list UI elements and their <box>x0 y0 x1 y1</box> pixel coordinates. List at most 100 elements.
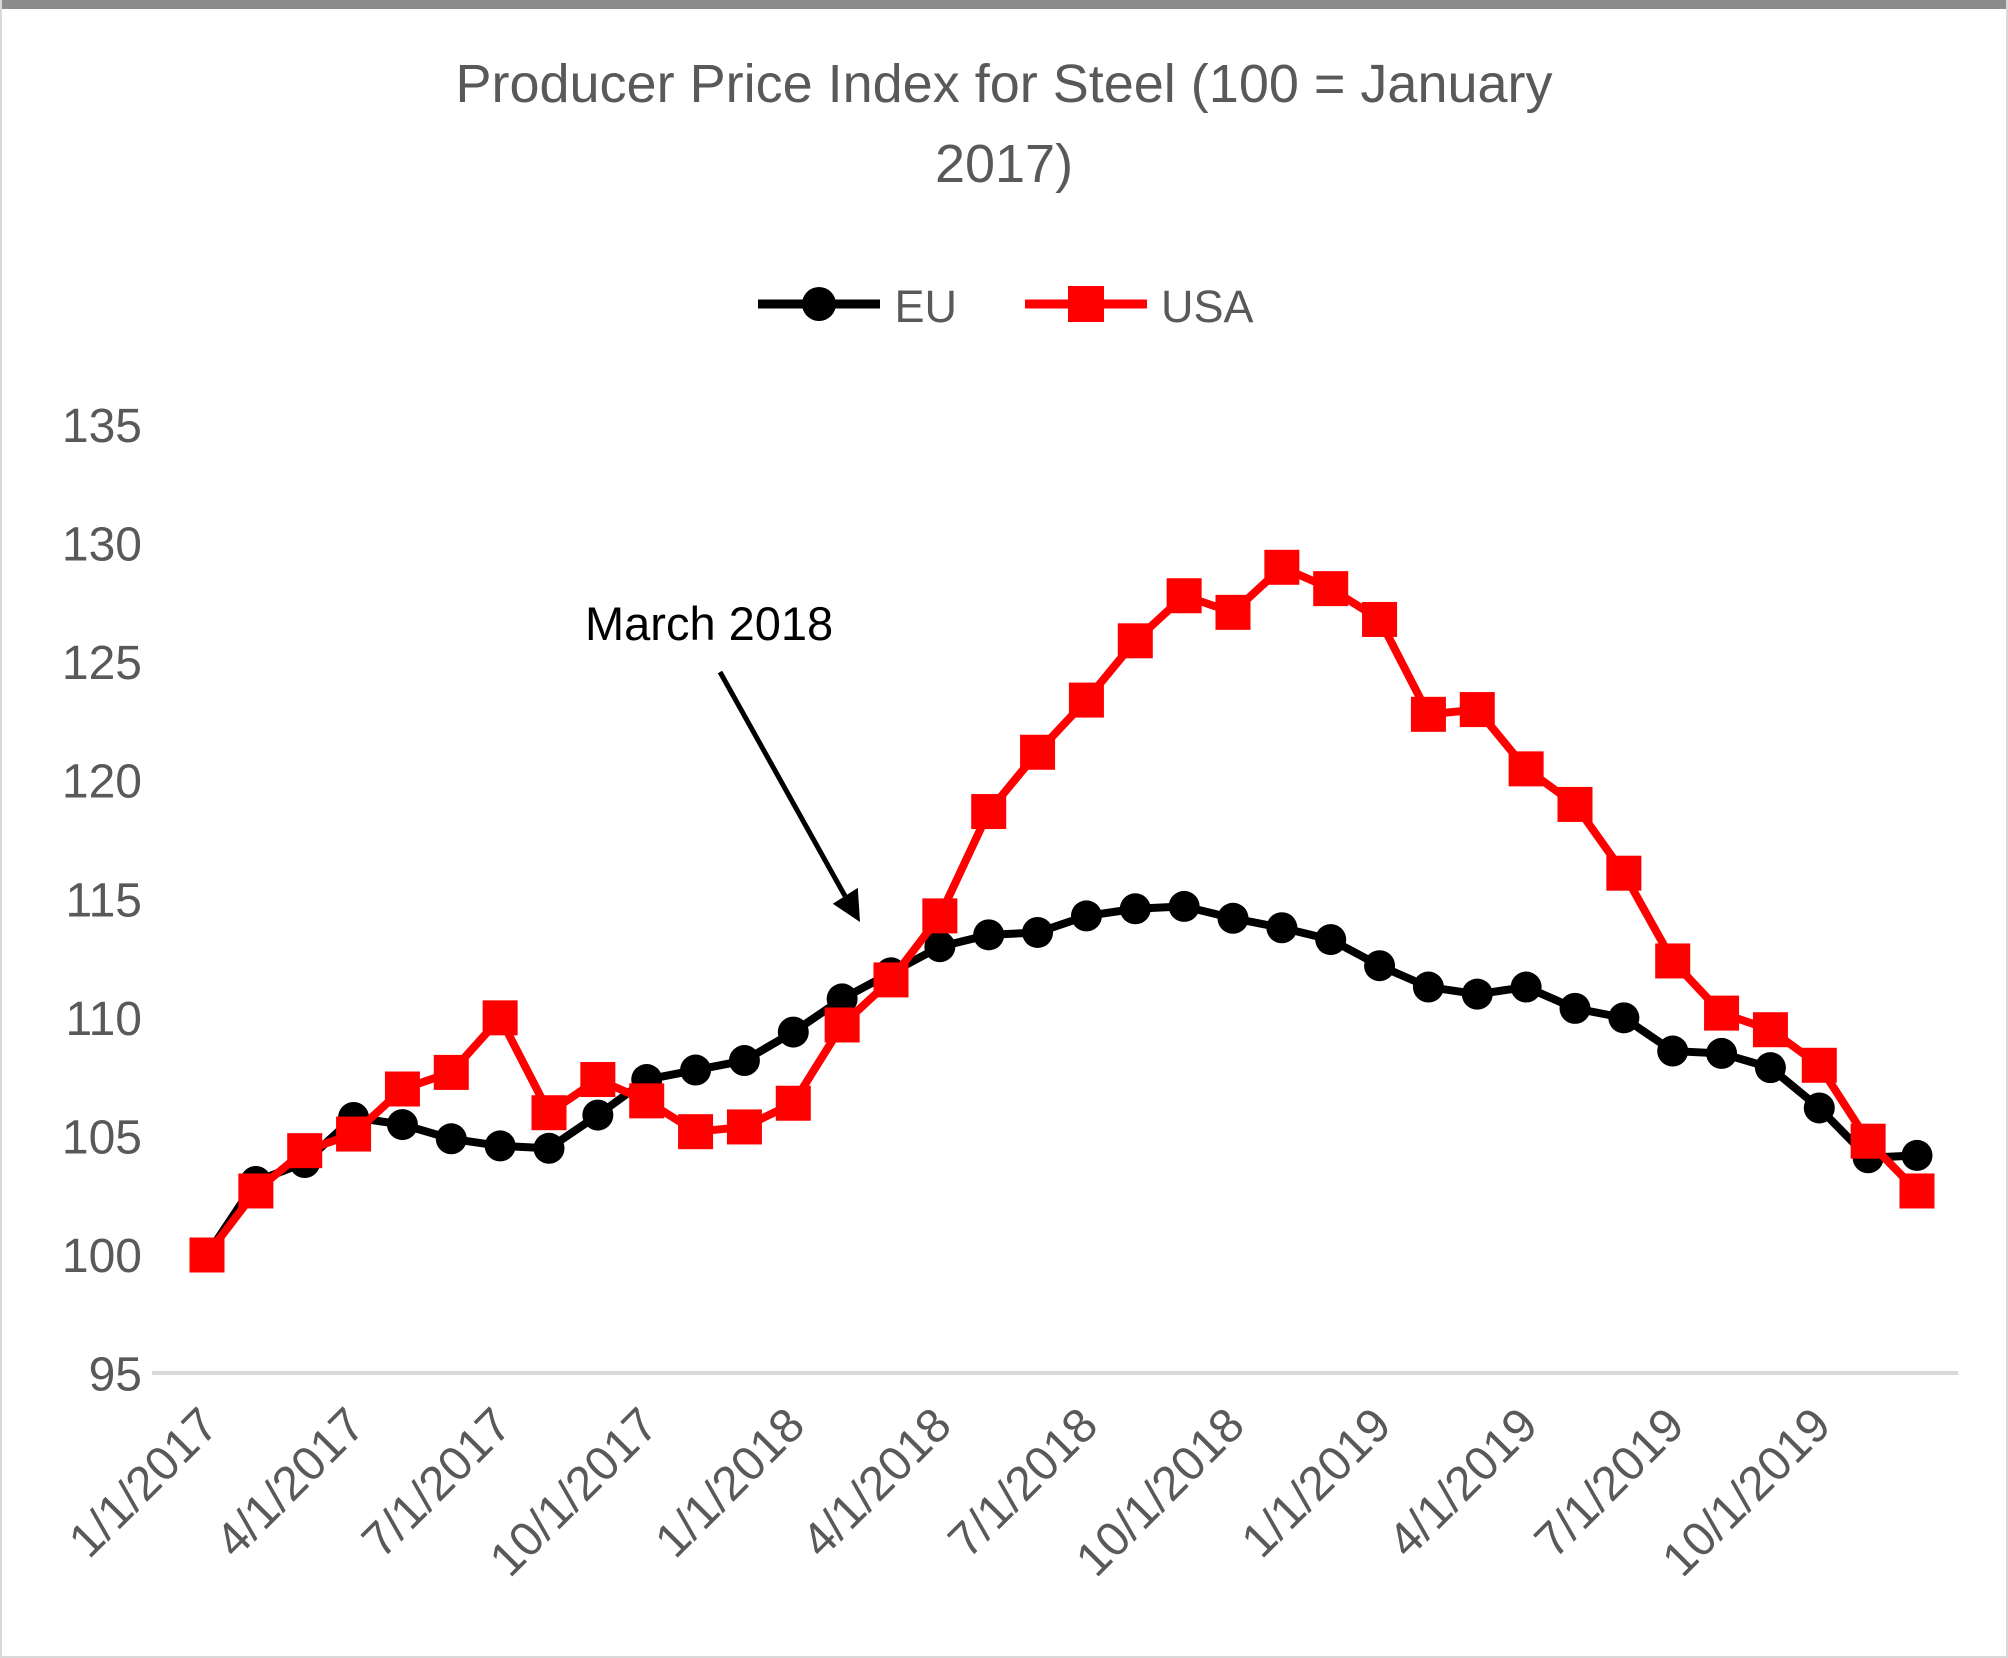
eu-data-point <box>1608 1002 1640 1034</box>
usa-data-point <box>1410 696 1446 732</box>
y-tick-label: 95 <box>89 1349 142 1402</box>
usa-data-point <box>873 962 909 998</box>
usa-data-point <box>1264 549 1300 585</box>
legend-label-eu: EU <box>894 280 957 332</box>
eu-data-point <box>973 919 1005 951</box>
usa-data-point <box>1704 995 1740 1031</box>
eu-line-circle-marker-icon <box>754 278 884 335</box>
usa-data-point <box>1020 734 1056 770</box>
y-tick-label: 120 <box>62 756 142 809</box>
usa-data-point <box>238 1173 274 1209</box>
y-tick-label: 105 <box>62 1111 142 1164</box>
eu-data-point <box>924 931 956 963</box>
y-tick-label: 110 <box>65 993 142 1046</box>
usa-data-point <box>384 1071 420 1107</box>
eu-data-point <box>1266 912 1298 944</box>
usa-data-point <box>531 1095 567 1131</box>
chart-title-line-1: Producer Price Index for Steel (100 = Ja… <box>455 54 1553 114</box>
usa-data-point <box>1606 855 1642 891</box>
usa-data-point <box>1655 943 1691 979</box>
eu-data-point <box>582 1099 614 1131</box>
usa-data-point <box>1508 751 1544 787</box>
eu-data-point <box>1070 900 1102 932</box>
usa-data-point <box>775 1085 811 1121</box>
usa-data-point <box>1459 692 1495 728</box>
x-tick-label: 4/1/2017 <box>206 1398 376 1568</box>
x-tick-label: 4/1/2019 <box>1378 1398 1548 1568</box>
x-tick-label: 1/1/2017 <box>59 1398 229 1568</box>
usa-line-square-marker-icon <box>1021 278 1151 335</box>
usa-data-point <box>1117 623 1153 659</box>
usa-data-point <box>287 1133 323 1169</box>
usa-data-point <box>580 1062 616 1098</box>
usa-data-point <box>1215 594 1251 630</box>
eu-data-point <box>1510 971 1542 1003</box>
legend-item-eu: EU <box>754 278 957 335</box>
y-tick-label: 115 <box>65 874 142 927</box>
y-tick-label: 130 <box>62 519 142 572</box>
usa-data-point <box>1899 1173 1935 1209</box>
eu-data-point <box>1412 971 1444 1003</box>
eu-data-point <box>533 1132 565 1164</box>
series-layer <box>189 549 1935 1273</box>
usa-data-point <box>678 1114 714 1150</box>
y-tick-label: 135 <box>62 400 142 453</box>
usa-data-point <box>189 1237 225 1273</box>
x-tick-label: 1/1/2018 <box>645 1398 815 1568</box>
eu-data-point <box>435 1123 467 1155</box>
eu-data-point <box>1022 916 1054 948</box>
eu-data-point <box>1217 902 1249 934</box>
eu-data-point <box>1706 1037 1738 1069</box>
annotation-arrowhead <box>832 887 860 922</box>
usa-data-point <box>1313 571 1349 607</box>
usa-data-point <box>1068 682 1104 718</box>
usa-data-point <box>482 1000 518 1036</box>
eu-data-point <box>1657 1035 1689 1067</box>
eu-data-point <box>1315 924 1347 956</box>
eu-data-point <box>1364 950 1396 982</box>
y-tick-label: 100 <box>62 1230 142 1283</box>
usa-series-line <box>203 562 1920 1258</box>
eu-data-point <box>1461 978 1493 1010</box>
usa-data-point <box>824 1007 860 1043</box>
window-top-border <box>2 0 2006 9</box>
eu-data-point <box>386 1109 418 1141</box>
chart-title-line-2: 2017) <box>934 134 1074 194</box>
usa-data-point <box>971 794 1007 830</box>
x-tick-label: 4/1/2018 <box>792 1398 962 1568</box>
chart-title: Producer Price Index for Steel (100 = Ja… <box>2 44 2006 204</box>
eu-data-point <box>484 1130 516 1162</box>
eu-data-point <box>826 983 858 1015</box>
usa-data-point <box>922 898 958 934</box>
legend: EU USA <box>2 278 2006 335</box>
usa-data-point <box>1166 578 1202 614</box>
legend-item-usa: USA <box>1021 278 1254 335</box>
usa-data-point <box>1557 786 1593 822</box>
annotation-arrow-line <box>717 670 848 898</box>
usa-data-point <box>433 1054 469 1090</box>
eu-data-point <box>1168 890 1200 922</box>
eu-data-point <box>680 1054 712 1086</box>
annotation-label: March 2018 <box>585 597 834 650</box>
eu-data-point <box>728 1045 760 1077</box>
x-tick-label: 1/1/2019 <box>1232 1398 1402 1568</box>
usa-data-point <box>336 1116 372 1152</box>
eu-data-point <box>1119 893 1151 925</box>
usa-data-point <box>629 1083 665 1119</box>
legend-label-usa: USA <box>1160 280 1254 332</box>
eu-data-point <box>1803 1092 1835 1124</box>
annotation-arrow <box>717 670 860 922</box>
y-tick-label: 125 <box>62 637 142 690</box>
usa-data-point <box>726 1109 762 1145</box>
usa-data-point <box>1362 601 1398 637</box>
eu-data-point <box>1901 1139 1933 1171</box>
eu-data-point <box>777 1016 809 1048</box>
x-axis-labels: 1/1/20174/1/20177/1/201710/1/20171/1/201… <box>59 1398 1841 1586</box>
eu-data-point <box>1754 1052 1786 1084</box>
usa-data-point <box>1850 1123 1886 1159</box>
usa-data-point <box>1752 1012 1788 1048</box>
y-axis-labels: 95 100 105 110 115 120 125 130 135 <box>62 400 142 1402</box>
eu-data-point <box>1559 992 1591 1024</box>
